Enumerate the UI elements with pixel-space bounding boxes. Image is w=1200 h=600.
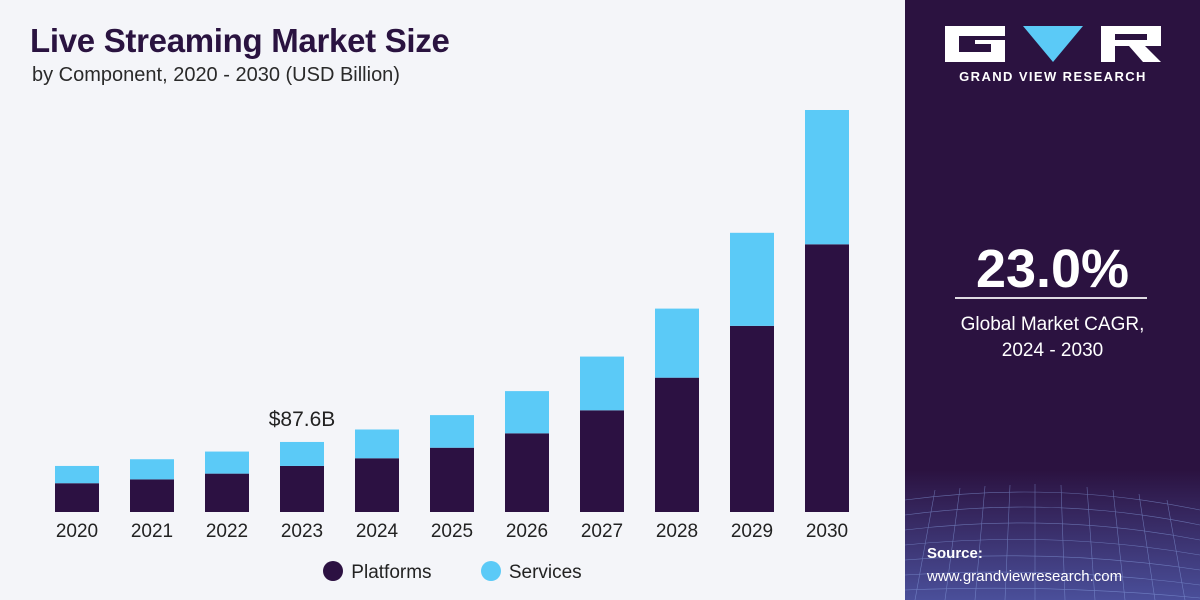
bar-platforms-2027 [580,410,624,512]
bar-services-2021 [130,459,174,480]
chart-panel: Live Streaming Market Size by Component,… [0,22,905,584]
gvr-logo-mark [945,26,1161,62]
bar-platforms-2029 [730,325,774,512]
x-tick-label-2029: 2029 [731,521,773,542]
legend-item-services: Services [480,560,582,584]
bar-platforms-2026 [505,433,549,512]
cagr-label: Global Market CAGR, 2024 - 2030 [905,312,1200,364]
stacked-bar-chart: 2020 2021 2022 2023 $87.6B 2024 2025 2026 2027 20… [55,110,849,542]
legend-swatch-services [480,560,501,581]
legend-label-platforms: Platforms [351,562,432,583]
legend-label-services: Services [508,562,582,583]
wave-grid-decoration [905,470,1200,600]
bar-services-2024 [355,429,399,459]
gvr-logo: GRAND VIEW RESEARCH [943,22,1163,92]
x-tick-label-2030: 2030 [806,521,848,542]
source-title: Source: [927,545,983,562]
chart-subtitle: by Component, 2020 - 2030 (USD Billion) [32,64,400,86]
bar-services-2026 [505,391,549,434]
cagr-value: 23.0% [975,239,1130,299]
chart-title: Live Streaming Market Size [30,22,450,59]
sidebar-panel: GRAND VIEW RESEARCH 23.0% Global Market … [905,0,1200,600]
legend-swatch-platforms [323,560,344,581]
x-tick-label-2027: 2027 [581,521,623,542]
bar-platforms-2020 [55,483,99,512]
x-tick-label-2028: 2028 [656,521,698,542]
source-link[interactable]: www.grandviewresearch.com [927,568,1123,585]
legend-item-platforms: Platforms [323,560,432,584]
bar-platforms-2021 [130,479,174,512]
bar-services-2028 [655,308,699,378]
cagr-label-line1: Global Market CAGR, [960,314,1145,335]
x-tick-label-2022: 2022 [206,521,248,542]
chart-legend: Platforms Services [0,560,905,584]
bar-services-2023 [280,441,324,466]
x-tick-label-2026: 2026 [506,521,548,542]
bar-platforms-2030 [805,244,849,512]
bar-services-2022 [205,451,249,474]
cagr-divider [955,297,1147,299]
bar-platforms-2024 [355,458,399,512]
bar-services-2025 [430,415,474,448]
x-tick-label-2021: 2021 [131,521,173,542]
bar-services-2029 [730,232,774,326]
cagr-label-line2: 2024 - 2030 [1001,340,1104,361]
x-tick-label-2020: 2020 [56,521,98,542]
bar-platforms-2025 [430,447,474,512]
bar-platforms-2022 [205,473,249,512]
x-tick-label-2024: 2024 [356,521,399,542]
bar-services-2027 [580,356,624,411]
x-tick-label-2023: 2023 [281,521,323,542]
bar-services-2030 [805,110,849,245]
bar-platforms-2023 [280,465,324,512]
gvr-logo-text: GRAND VIEW RESEARCH [959,69,1147,84]
data-label-2023: $87.6B [269,408,336,431]
bar-services-2020 [55,465,99,484]
bar-platforms-2028 [655,377,699,512]
x-tick-label-2025: 2025 [431,521,473,542]
